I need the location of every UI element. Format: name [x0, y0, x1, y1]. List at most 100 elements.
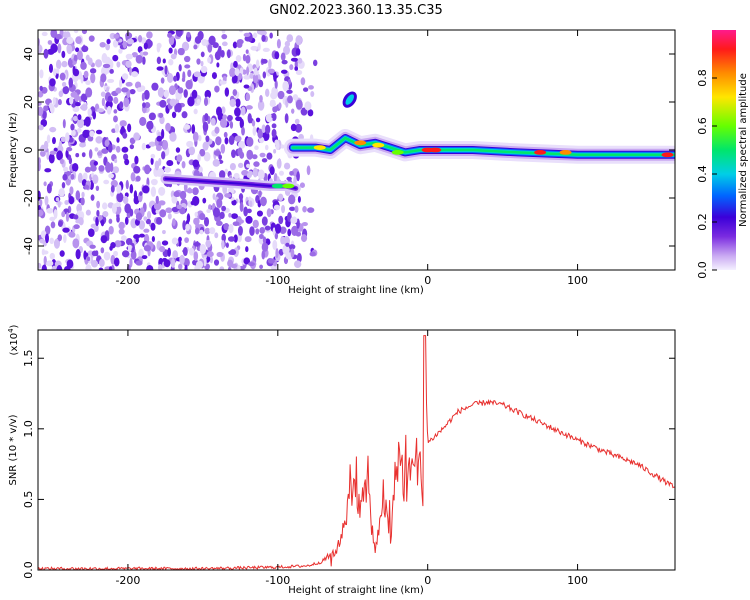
- noise-speck: [84, 116, 91, 127]
- noise-speck: [70, 123, 75, 131]
- x-tick-label: 100: [567, 574, 588, 587]
- noise-speck: [40, 230, 47, 239]
- noise-speck: [258, 233, 264, 239]
- noise-speck: [198, 166, 203, 174]
- noise-speck: [307, 207, 315, 213]
- noise-speck: [258, 190, 262, 198]
- noise-speck: [221, 239, 225, 250]
- noise-speck: [288, 244, 296, 250]
- noise-speck: [81, 191, 85, 198]
- noise-speck: [218, 170, 226, 180]
- noise-speck: [124, 216, 129, 225]
- noise-speck: [103, 179, 110, 185]
- y-tick-label: -40: [22, 237, 35, 255]
- noise-speck: [129, 144, 135, 150]
- noise-speck: [108, 173, 115, 179]
- noise-speck: [121, 146, 129, 153]
- hot-spot: [534, 150, 547, 155]
- noise-speck: [242, 53, 247, 62]
- noise-speck: [105, 100, 113, 109]
- noise-speck: [155, 209, 160, 215]
- noise-speck: [119, 120, 127, 127]
- noise-speck: [170, 53, 177, 60]
- noise-speck: [249, 72, 254, 79]
- noise-speck: [144, 102, 151, 109]
- noise-speck: [245, 105, 253, 110]
- noise-speck: [68, 59, 73, 66]
- noise-speck: [249, 226, 255, 236]
- noise-speck: [266, 152, 273, 160]
- noise-speck: [61, 81, 67, 87]
- colorbar: 0.0 0.2 0.4 0.6 0.8 Normalized spectral ampl…: [696, 30, 749, 279]
- noise-speck: [193, 108, 198, 115]
- noise-speck: [81, 152, 86, 158]
- noise-speck: [297, 57, 303, 64]
- snr-frame: [37, 329, 676, 571]
- noise-speck: [295, 231, 302, 237]
- noise-speck: [224, 87, 230, 97]
- y-tick-label: 0.5: [22, 491, 35, 509]
- x-tick-label: -100: [265, 274, 290, 287]
- noise-speck: [129, 89, 136, 95]
- noise-speck: [192, 187, 199, 196]
- snr-y-axis-title: SNR (10 * v/v): [8, 414, 19, 485]
- noise-speck: [211, 72, 218, 80]
- noise-speck: [193, 44, 198, 50]
- noise-speck: [238, 72, 243, 81]
- noise-speck: [39, 69, 44, 79]
- noise-speck: [245, 49, 249, 54]
- main-track-green: [291, 136, 675, 157]
- noise-speck: [43, 105, 49, 112]
- colorbar-gradient: [712, 30, 736, 270]
- noise-speck: [199, 212, 206, 221]
- hot-spot: [313, 145, 326, 151]
- noise-speck: [100, 91, 106, 97]
- noise-speck: [221, 233, 226, 243]
- noise-speck: [169, 98, 177, 107]
- noise-speck: [167, 213, 172, 220]
- noise-speck: [142, 185, 150, 194]
- noise-speck: [81, 30, 87, 35]
- noise-speck: [62, 173, 68, 181]
- noise-speck: [216, 62, 220, 68]
- noise-speck: [176, 154, 183, 162]
- noise-speck: [39, 150, 46, 157]
- noise-speck: [82, 172, 88, 181]
- x-tick-label: -200: [115, 574, 140, 587]
- noise-speck: [156, 42, 162, 49]
- noise-speck: [100, 219, 105, 227]
- noise-speck: [216, 251, 224, 258]
- noise-speck: [161, 128, 165, 140]
- noise-speck: [205, 239, 212, 248]
- noise-speck: [107, 78, 115, 83]
- colorbar-label: Normalized spectral amplitude: [738, 73, 749, 227]
- y-tick-label: 1.0: [22, 420, 35, 438]
- noise-speck: [203, 151, 211, 162]
- noise-speck: [85, 87, 93, 98]
- noise-speck: [308, 85, 314, 90]
- noise-speck: [219, 118, 228, 128]
- noise-speck: [261, 158, 268, 163]
- y-tick-label: 40: [22, 47, 35, 61]
- noise-speck: [48, 102, 54, 109]
- spectrogram-plot-area: [38, 30, 675, 270]
- noise-speck: [282, 80, 289, 92]
- hot-spot: [661, 152, 674, 158]
- noise-speck: [56, 150, 63, 161]
- noise-speck: [57, 220, 63, 227]
- noise-speck: [46, 207, 54, 214]
- noise-speck: [261, 250, 266, 260]
- noise-speck: [214, 85, 220, 93]
- noise-speck: [219, 80, 227, 85]
- noise-speck: [96, 200, 101, 209]
- spectrogram-x-axis-title: Height of straight line (km): [288, 285, 424, 296]
- noise-speck: [49, 252, 55, 260]
- noise-speck: [259, 152, 266, 158]
- noise-speck: [73, 214, 79, 220]
- noise-speck: [252, 32, 258, 39]
- noise-speck: [120, 235, 127, 241]
- noise-speck: [183, 55, 191, 63]
- noise-speck: [208, 204, 212, 211]
- noise-speck: [216, 106, 223, 117]
- noise-speck: [221, 30, 226, 34]
